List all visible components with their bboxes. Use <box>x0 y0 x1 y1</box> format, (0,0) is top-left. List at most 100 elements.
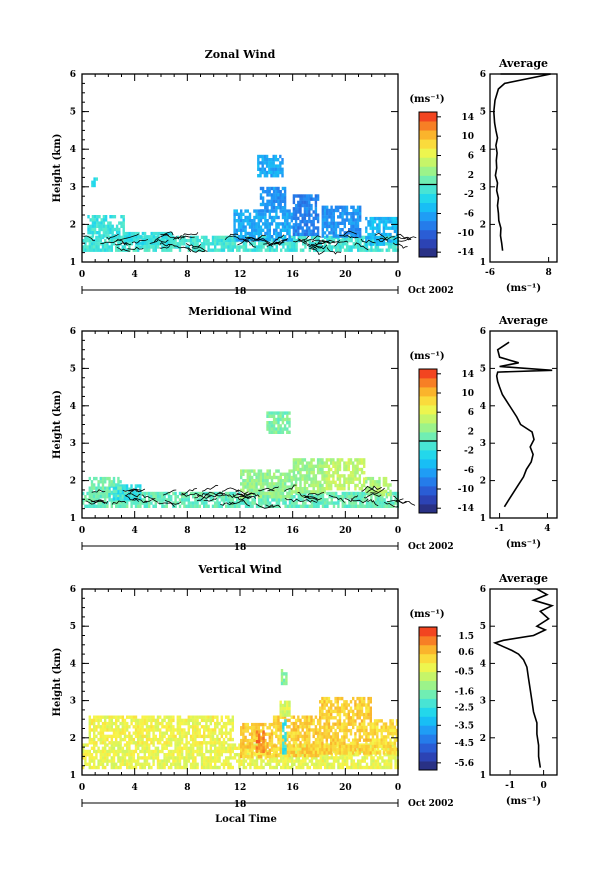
meridional-cell <box>372 491 375 496</box>
zonal-cell <box>262 222 265 226</box>
zonal-xtick-label: 4 <box>132 270 138 280</box>
vertical-cell <box>285 675 288 679</box>
zonal-cell <box>369 223 372 227</box>
vertical-cell <box>119 746 122 750</box>
zonal-cell <box>263 161 267 165</box>
zonal-cell <box>108 238 111 243</box>
zonal-colorbar-tick-label: -14 <box>458 248 474 258</box>
zonal-cell <box>118 227 121 232</box>
meridional-cell <box>88 489 91 494</box>
zonal-cell <box>98 224 101 228</box>
zonal-cell <box>352 245 355 249</box>
vertical-cell <box>167 759 171 763</box>
vertical-cell <box>259 738 263 743</box>
zonal-cell <box>339 231 342 235</box>
vertical-cell <box>115 731 118 735</box>
vertical-cell <box>327 696 331 701</box>
meridional-cell <box>266 411 269 415</box>
vertical-cell <box>137 728 140 732</box>
meridional-cell <box>347 461 350 465</box>
zonal-contour-line <box>274 238 288 245</box>
vertical-cell <box>172 756 175 760</box>
zonal-cell <box>337 238 340 243</box>
vertical-cell <box>97 759 100 763</box>
zonal-cell <box>192 238 195 243</box>
zonal-cell <box>139 241 142 245</box>
meridional-cell <box>264 482 267 486</box>
zonal-cell <box>286 212 289 216</box>
zonal-cell <box>258 248 261 252</box>
meridional-cell <box>390 501 393 505</box>
vertical-cell <box>200 718 204 723</box>
meridional-cell <box>310 464 313 468</box>
zonal-cell <box>107 224 110 228</box>
meridional-cell <box>305 464 309 468</box>
zonal-cell <box>314 194 318 198</box>
zonal-cell <box>216 242 219 246</box>
meridional-cell <box>288 495 291 499</box>
zonal-cell <box>263 158 267 162</box>
zonal-cell <box>288 209 291 213</box>
meridional-cell <box>279 472 282 476</box>
meridional-cell <box>268 414 271 418</box>
zonal-cell <box>332 224 335 229</box>
vertical-cell <box>200 743 204 747</box>
zonal-cell <box>308 203 311 208</box>
zonal-cell <box>321 245 325 249</box>
meridional-cell <box>304 504 307 508</box>
zonal-cell <box>264 225 267 229</box>
meridional-cell <box>316 461 320 465</box>
meridional-cell <box>292 458 296 462</box>
vertical-cell <box>209 731 212 735</box>
vertical-cell <box>86 753 89 757</box>
zonal-cell <box>384 216 388 221</box>
meridional-cell <box>270 430 274 434</box>
vertical-cell <box>248 754 252 759</box>
zonal-cell <box>246 219 249 223</box>
vertical-cell <box>200 741 204 745</box>
meridional-cell <box>273 491 276 496</box>
vertical-cell <box>264 751 267 756</box>
zonal-cell <box>235 231 238 236</box>
meridional-cell <box>255 485 258 489</box>
zonal-cell <box>258 245 261 249</box>
zonal-cell <box>314 203 318 208</box>
zonal-cell <box>205 235 208 240</box>
meridional-cell <box>279 495 282 499</box>
vertical-cell <box>242 748 245 752</box>
vertical-cell <box>284 744 287 749</box>
zonal-cell <box>330 228 333 232</box>
vertical-cell <box>225 715 228 719</box>
meridional-cell <box>145 491 149 496</box>
vertical-cell <box>275 762 278 766</box>
meridional-cell <box>222 498 226 502</box>
vertical-cell <box>115 737 118 742</box>
vertical-cell <box>126 765 129 770</box>
zonal-cell <box>87 231 90 235</box>
zonal-ytick-label: 6 <box>70 70 76 80</box>
meridional-cell <box>358 467 361 472</box>
meridional-cell <box>101 501 105 505</box>
vertical-cell <box>297 731 300 735</box>
vertical-cell <box>273 756 276 760</box>
vertical-cell <box>359 762 362 766</box>
zonal-cell <box>284 235 287 239</box>
zonal-cell <box>220 235 223 240</box>
vertical-cell <box>203 756 206 760</box>
zonal-cell <box>393 226 397 230</box>
vertical-cell <box>385 753 388 757</box>
meridional-colorbar-swatch <box>419 477 437 487</box>
vertical-cell <box>283 713 287 717</box>
meridional-cell <box>288 411 291 415</box>
meridional-cell <box>167 495 171 499</box>
meridional-cell <box>123 484 127 488</box>
vertical-cell <box>172 737 175 742</box>
meridional-cell <box>352 491 355 496</box>
zonal-cell <box>380 220 383 224</box>
vertical-cell <box>282 722 285 726</box>
zonal-cell <box>315 245 318 249</box>
vertical-cell <box>262 736 265 741</box>
zonal-cell <box>274 158 278 162</box>
vertical-cell <box>225 746 228 750</box>
zonal-cell <box>260 248 263 252</box>
